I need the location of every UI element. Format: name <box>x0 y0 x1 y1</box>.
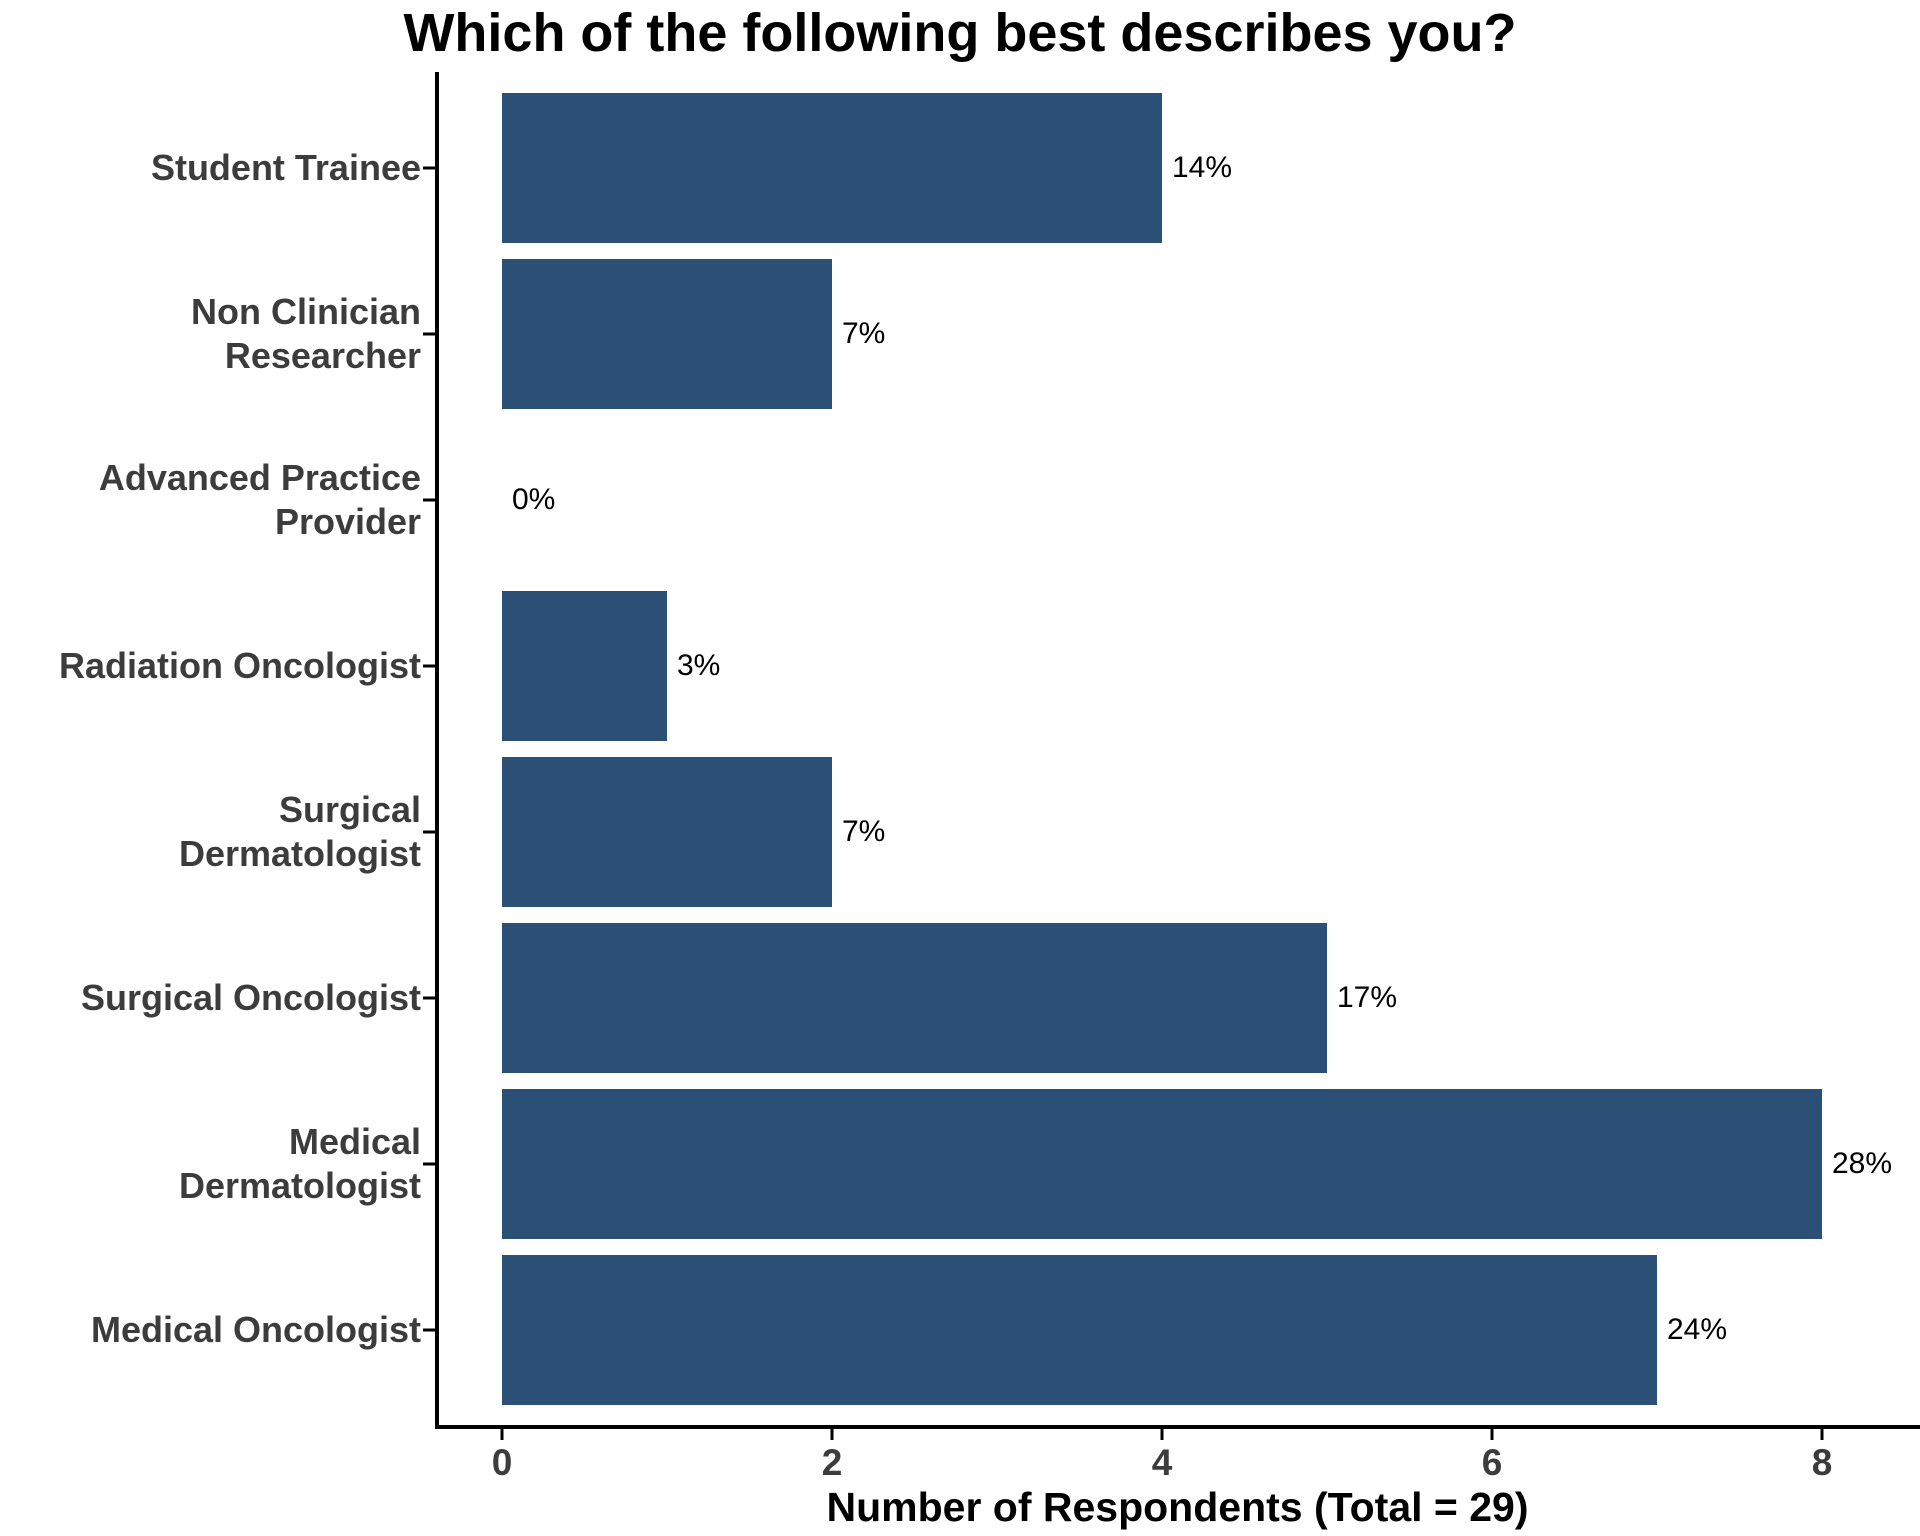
x-axis-tick <box>830 1429 834 1440</box>
y-axis-label: Surgical Oncologist <box>80 977 421 1018</box>
x-axis-tick <box>1820 1429 1824 1440</box>
bar-value-label: 3% <box>677 649 721 682</box>
bar-value-label: 24% <box>1667 1313 1728 1346</box>
bar-value-label: 7% <box>842 815 886 848</box>
y-axis-tick <box>423 664 436 668</box>
y-axis-label: Radiation Oncologist <box>58 645 421 686</box>
bar-value-label: 0% <box>512 483 556 516</box>
x-axis-tick-label: 8 <box>1811 1442 1833 1483</box>
x-axis-tick <box>500 1429 504 1440</box>
x-axis-tick <box>1490 1429 1494 1440</box>
y-axis-label: Student Trainee <box>150 147 421 188</box>
bar-value-label: 7% <box>842 317 886 350</box>
chart-title: Which of the following best describes yo… <box>403 3 1517 63</box>
x-axis-tick-label: 6 <box>1481 1442 1503 1483</box>
bar <box>502 591 667 741</box>
y-axis-tick <box>423 996 436 1000</box>
bar <box>502 259 832 409</box>
y-axis-label: Medical Oncologist <box>90 1309 421 1350</box>
y-axis-label: Advanced Practice Provider <box>98 457 421 542</box>
y-axis-tick <box>423 166 436 170</box>
bar <box>502 93 1162 243</box>
y-axis-tick <box>423 1328 436 1332</box>
x-axis-tick-label: 4 <box>1151 1442 1173 1483</box>
x-axis-line <box>435 1425 1920 1429</box>
y-axis-label: Medical Dermatologist <box>178 1121 421 1206</box>
y-axis-line <box>435 72 439 1429</box>
bar <box>502 757 832 907</box>
y-axis-tick <box>423 332 436 336</box>
x-axis-title: Number of Respondents (Total = 29) <box>826 1484 1529 1530</box>
y-axis-label: Surgical Dermatologist <box>178 789 421 874</box>
y-axis-tick <box>423 1162 436 1166</box>
bar-value-label: 17% <box>1337 981 1398 1014</box>
x-axis-tick-label: 2 <box>821 1442 843 1483</box>
bar <box>502 1089 1822 1239</box>
bar-value-label: 14% <box>1172 151 1233 184</box>
bar-value-label: 28% <box>1832 1147 1893 1180</box>
x-axis-tick <box>1160 1429 1164 1440</box>
x-axis-tick-label: 0 <box>491 1442 513 1483</box>
y-axis-tick <box>423 498 436 502</box>
y-axis-label: Non Clinician Researcher <box>190 291 421 376</box>
bar <box>502 1255 1657 1405</box>
bar <box>502 923 1327 1073</box>
y-axis-tick <box>423 830 436 834</box>
